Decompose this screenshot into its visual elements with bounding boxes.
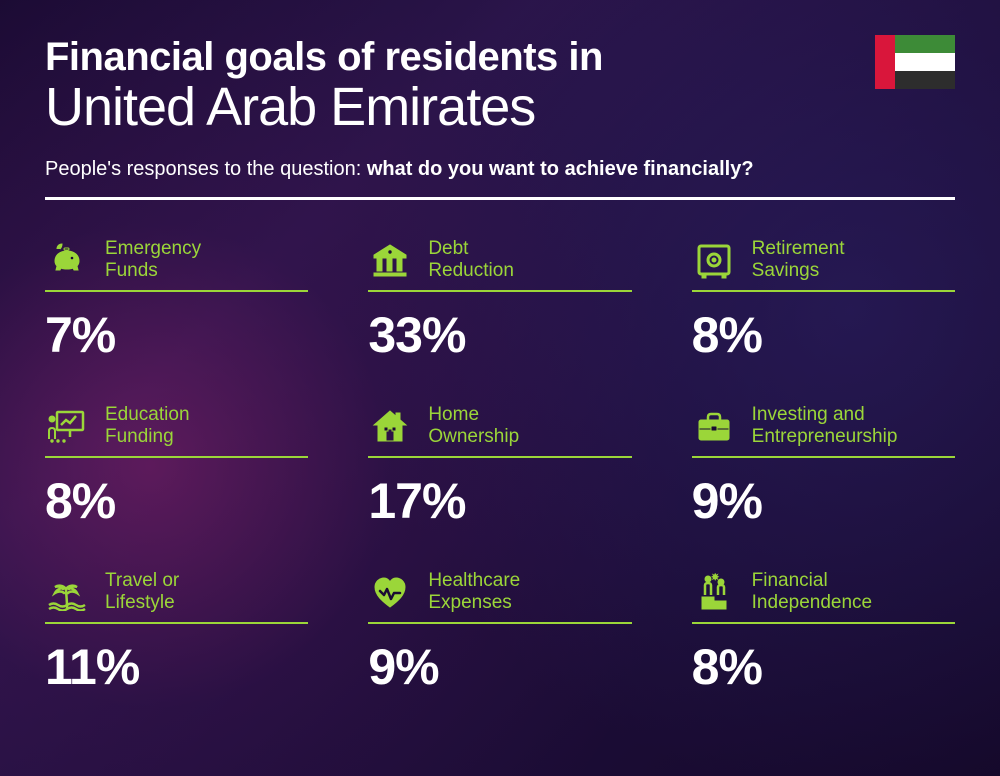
header: Financial goals of residents in United A… — [45, 35, 955, 200]
stat-percentage: 8% — [692, 306, 955, 364]
flag-white-stripe — [895, 53, 955, 71]
stat-item: HomeOwnership 17% — [368, 404, 631, 530]
stat-label-line1: Financial — [752, 570, 872, 592]
stat-label: EmergencyFunds — [105, 238, 201, 282]
stat-percentage: 8% — [692, 638, 955, 696]
stat-percentage: 11% — [45, 638, 308, 696]
stat-percentage: 9% — [368, 638, 631, 696]
stat-percentage: 8% — [45, 472, 308, 530]
stat-item-header: HealthcareExpenses — [368, 570, 631, 624]
stat-label: HealthcareExpenses — [428, 570, 520, 614]
stat-label-line2: Independence — [752, 592, 872, 614]
stat-item: EmergencyFunds 7% — [45, 238, 308, 364]
stat-percentage: 7% — [45, 306, 308, 364]
stat-label: FinancialIndependence — [752, 570, 872, 614]
stat-label: DebtReduction — [428, 238, 514, 282]
stat-item-header: Investing andEntrepreneurship — [692, 404, 955, 458]
stat-label: RetirementSavings — [752, 238, 845, 282]
stat-item-header: RetirementSavings — [692, 238, 955, 292]
piggy-icon — [45, 240, 89, 280]
stat-label-line1: Travel or — [105, 570, 179, 592]
stat-item-header: HomeOwnership — [368, 404, 631, 458]
stats-grid: EmergencyFunds 7% DebtReduction 33% Retireme… — [45, 238, 955, 696]
stat-label: Travel orLifestyle — [105, 570, 179, 614]
bank-icon — [368, 240, 412, 280]
stat-label-line2: Reduction — [428, 260, 514, 282]
uae-flag-icon — [875, 35, 955, 89]
stat-label: HomeOwnership — [428, 404, 519, 448]
flag-black-stripe — [895, 71, 955, 89]
stat-label-line2: Ownership — [428, 426, 519, 448]
stat-item: HealthcareExpenses 9% — [368, 570, 631, 696]
stat-label-line1: Home — [428, 404, 519, 426]
stat-label-line2: Funding — [105, 426, 190, 448]
stat-label-line1: Debt — [428, 238, 514, 260]
presentation-icon — [45, 406, 89, 446]
stat-item-header: Travel orLifestyle — [45, 570, 308, 624]
stat-label-line1: Education — [105, 404, 190, 426]
stat-label-line2: Funds — [105, 260, 201, 282]
header-divider — [45, 197, 955, 200]
stat-label-line1: Emergency — [105, 238, 201, 260]
title-line-2: United Arab Emirates — [45, 76, 955, 138]
title-line-1: Financial goals of residents in — [45, 35, 955, 80]
safe-icon — [692, 240, 736, 280]
stat-label-line1: Healthcare — [428, 570, 520, 592]
stat-percentage: 9% — [692, 472, 955, 530]
stat-label: Investing andEntrepreneurship — [752, 404, 898, 448]
stat-label-line2: Lifestyle — [105, 592, 179, 614]
flag-right-stripes — [895, 35, 955, 89]
stat-label-line2: Entrepreneurship — [752, 426, 898, 448]
stat-label-line2: Expenses — [428, 592, 520, 614]
stat-item-header: EmergencyFunds — [45, 238, 308, 292]
subtitle-question: what do you want to achieve financially? — [367, 158, 754, 180]
stat-item-header: FinancialIndependence — [692, 570, 955, 624]
briefcase-icon — [692, 406, 736, 446]
stat-label-line1: Retirement — [752, 238, 845, 260]
flag-red-stripe — [875, 35, 895, 89]
house-icon — [368, 406, 412, 446]
subtitle-prefix: People's responses to the question: — [45, 158, 367, 180]
stat-percentage: 17% — [368, 472, 631, 530]
stat-item: FinancialIndependence 8% — [692, 570, 955, 696]
subtitle: People's responses to the question: what… — [45, 158, 955, 181]
stat-item: EducationFunding 8% — [45, 404, 308, 530]
stat-item-header: EducationFunding — [45, 404, 308, 458]
stat-item-header: DebtReduction — [368, 238, 631, 292]
stat-label-line2: Savings — [752, 260, 845, 282]
flag-green-stripe — [895, 35, 955, 53]
palm-icon — [45, 572, 89, 612]
stat-percentage: 33% — [368, 306, 631, 364]
stat-item: DebtReduction 33% — [368, 238, 631, 364]
stat-label-line1: Investing and — [752, 404, 898, 426]
heart-icon — [368, 572, 412, 612]
stat-label: EducationFunding — [105, 404, 190, 448]
stat-item: RetirementSavings 8% — [692, 238, 955, 364]
podium-icon — [692, 572, 736, 612]
stat-item: Travel orLifestyle 11% — [45, 570, 308, 696]
stat-item: Investing andEntrepreneurship 9% — [692, 404, 955, 530]
